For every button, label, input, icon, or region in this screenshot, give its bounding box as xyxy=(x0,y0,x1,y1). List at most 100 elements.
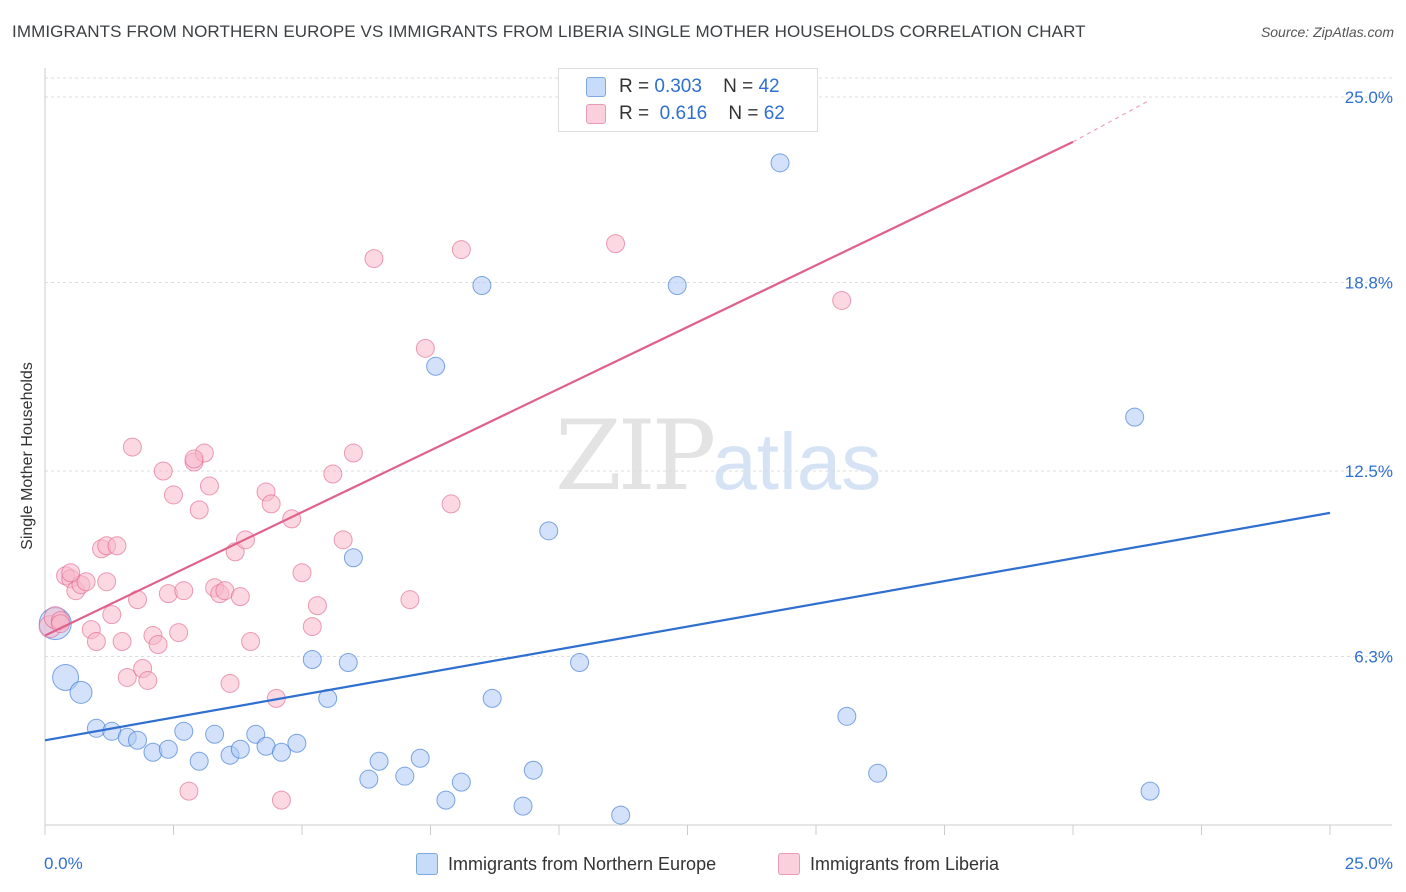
pink-point xyxy=(199,476,219,496)
blue-point xyxy=(52,663,80,691)
pink-trend-extension xyxy=(1072,99,1151,143)
pink-point xyxy=(76,572,96,592)
blue-point xyxy=(472,275,492,295)
blue-point xyxy=(395,766,415,786)
blue-point xyxy=(338,652,358,672)
pink-point xyxy=(97,572,117,592)
pink-point xyxy=(333,530,353,550)
legend-r-label: R = xyxy=(619,103,650,124)
blue-point xyxy=(667,275,687,295)
blue-point xyxy=(302,649,322,669)
blue-point xyxy=(69,680,93,704)
blue-point xyxy=(539,521,559,541)
x-tick-label: 0.0% xyxy=(44,854,83,873)
blue-point xyxy=(410,748,430,768)
legend-swatch-pink xyxy=(586,104,606,124)
blue-point xyxy=(868,763,888,783)
y-tick-label: 12.5% xyxy=(1345,462,1393,481)
pink-point xyxy=(184,449,204,469)
y-tick-label: 25.0% xyxy=(1345,88,1393,107)
blue-trend-line xyxy=(44,511,1331,742)
pink-point xyxy=(86,632,106,652)
pink-point xyxy=(107,536,127,556)
pink-point xyxy=(241,632,261,652)
series-legend-blue: Immigrants from Northern Europe xyxy=(416,852,716,876)
legend-swatch-blue xyxy=(586,77,606,97)
blue-point xyxy=(482,688,502,708)
pink-point xyxy=(179,781,199,801)
pink-point xyxy=(112,632,132,652)
pink-point xyxy=(261,494,281,514)
blue-point xyxy=(128,730,148,750)
pink-point xyxy=(220,673,240,693)
pink-point xyxy=(302,617,322,637)
y-tick-label: 18.8% xyxy=(1345,274,1393,293)
legend-n-value-pink: 62 xyxy=(763,103,785,124)
blue-point xyxy=(513,796,533,816)
legend-r-value-pink: 0.616 xyxy=(659,103,708,124)
legend-r-value-blue: 0.303 xyxy=(654,76,702,97)
pink-point xyxy=(364,249,384,269)
pink-point xyxy=(441,494,461,514)
pink-point xyxy=(307,596,327,616)
blue-point xyxy=(451,772,471,792)
blue-point xyxy=(611,805,631,825)
pink-point xyxy=(50,614,70,634)
source-label: Source: ZipAtlas.com xyxy=(1260,24,1394,40)
blue-point xyxy=(143,742,163,762)
pink-point xyxy=(189,500,209,520)
blue-point xyxy=(426,356,446,376)
blue-point xyxy=(86,718,106,738)
blue-point xyxy=(1140,781,1160,801)
pink-point xyxy=(164,485,183,505)
blue-point xyxy=(189,751,209,771)
blue-point xyxy=(837,706,857,726)
blue-point xyxy=(570,652,590,672)
pink-point xyxy=(153,461,173,481)
legend-r-label: R = xyxy=(619,76,650,97)
pink-point xyxy=(271,790,291,810)
legend-n-label: N = xyxy=(723,76,754,97)
series-name-pink: Immigrants from Liberia xyxy=(810,853,1000,874)
blue-point xyxy=(359,769,379,789)
y-tick-label: 6.3% xyxy=(1354,648,1393,667)
series-swatch-blue xyxy=(416,853,438,875)
blue-point xyxy=(230,739,250,759)
watermark: ZIPatlas xyxy=(555,400,881,512)
correlation-legend: R = 0.303 N = 42 R = 0.616 N = 62 xyxy=(558,68,818,132)
pink-point xyxy=(343,443,363,463)
blue-point xyxy=(770,153,790,173)
pink-point xyxy=(102,605,122,625)
series-legend-pink: Immigrants from Liberia xyxy=(778,852,999,876)
pink-point xyxy=(158,584,178,604)
pink-point xyxy=(117,667,137,687)
legend-n-label: N = xyxy=(728,103,759,124)
blue-point xyxy=(343,548,363,568)
series-name-blue: Immigrants from Northern Europe xyxy=(448,853,717,874)
pink-point xyxy=(138,670,158,690)
pink-point xyxy=(230,587,250,607)
watermark-atlas: atlas xyxy=(712,417,882,506)
series-swatch-pink xyxy=(778,853,800,875)
blue-point xyxy=(436,790,456,810)
blue-point xyxy=(174,721,194,741)
blue-point xyxy=(158,739,178,759)
x-tick-label: 25.0% xyxy=(1345,854,1393,873)
pink-point xyxy=(292,563,312,583)
legend-n-value-blue: 42 xyxy=(758,76,780,97)
pink-point xyxy=(174,581,194,601)
pink-point xyxy=(451,240,471,260)
chart-title: IMMIGRANTS FROM NORTHERN EUROPE VS IMMIG… xyxy=(12,22,1086,41)
pink-point xyxy=(282,509,302,529)
blue-point xyxy=(287,733,307,753)
pink-point xyxy=(61,563,81,583)
blue-point xyxy=(1125,407,1145,427)
pink-point xyxy=(832,290,852,310)
watermark-zip: ZIP xyxy=(555,400,716,512)
pink-point xyxy=(323,464,343,484)
pink-point xyxy=(169,623,189,643)
blue-point xyxy=(271,742,291,762)
pink-point xyxy=(148,635,168,655)
pink-point xyxy=(400,590,420,610)
